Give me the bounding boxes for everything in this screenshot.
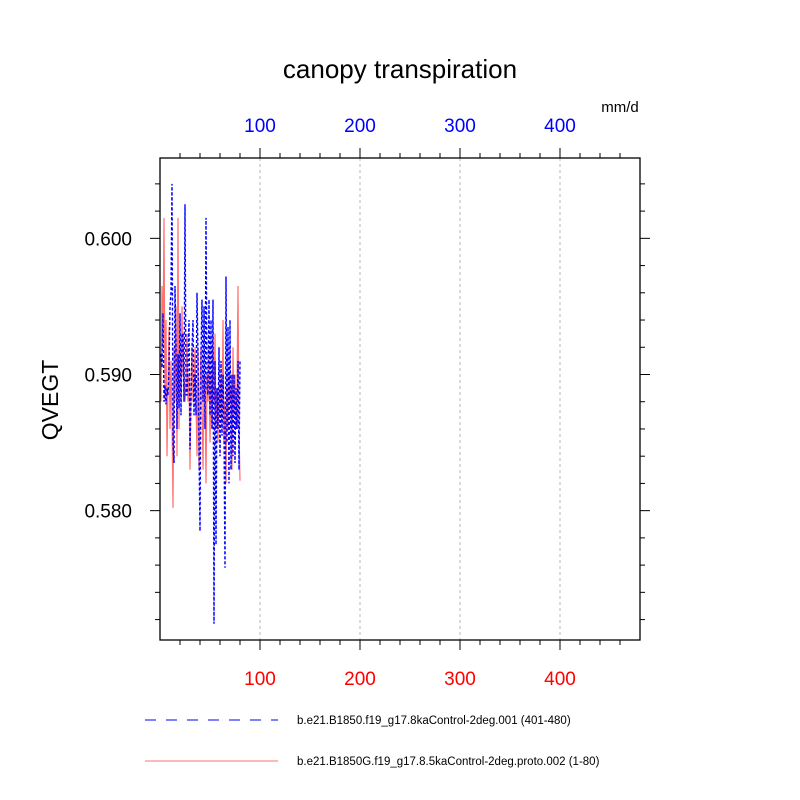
- x-tick-label-top: 300: [444, 116, 476, 137]
- y-tick-label: 0.600: [84, 229, 132, 250]
- x-tick-label-top: 400: [544, 116, 576, 137]
- x-tick-label-bottom: 300: [444, 669, 476, 690]
- series-line-1: [160, 183, 241, 624]
- y-tick-label: 0.590: [84, 365, 132, 386]
- axis-ticks: [150, 148, 650, 650]
- plot-frame: [159, 157, 641, 641]
- series-lines: [160, 183, 241, 624]
- chart-title: canopy transpiration: [283, 54, 517, 84]
- x-tick-label-top: 100: [244, 116, 276, 137]
- y-tick-label: 0.580: [84, 502, 132, 523]
- legend-label-1: b.e21.B1850.f19_g17.8kaControl-2deg.001 …: [297, 715, 571, 727]
- x-tick-label-bottom: 200: [344, 669, 376, 690]
- y-axis-label: QVEGT: [37, 360, 63, 441]
- tick-labels: 100 100 200 200 300 300 400 400 0.580 0.590 0.600: [84, 116, 575, 690]
- legend-label-2: b.e21.B1850G.f19_g17.8.5kaControl-2deg.p…: [297, 756, 600, 768]
- x-tick-label-bottom: 100: [244, 669, 276, 690]
- units-label: mm/d: [601, 99, 639, 116]
- x-tick-label-bottom: 400: [544, 669, 576, 690]
- legend: b.e21.B1850.f19_g17.8kaControl-2deg.001 …: [145, 715, 600, 768]
- grid-lines: [259, 158, 561, 640]
- x-tick-label-top: 200: [344, 116, 376, 137]
